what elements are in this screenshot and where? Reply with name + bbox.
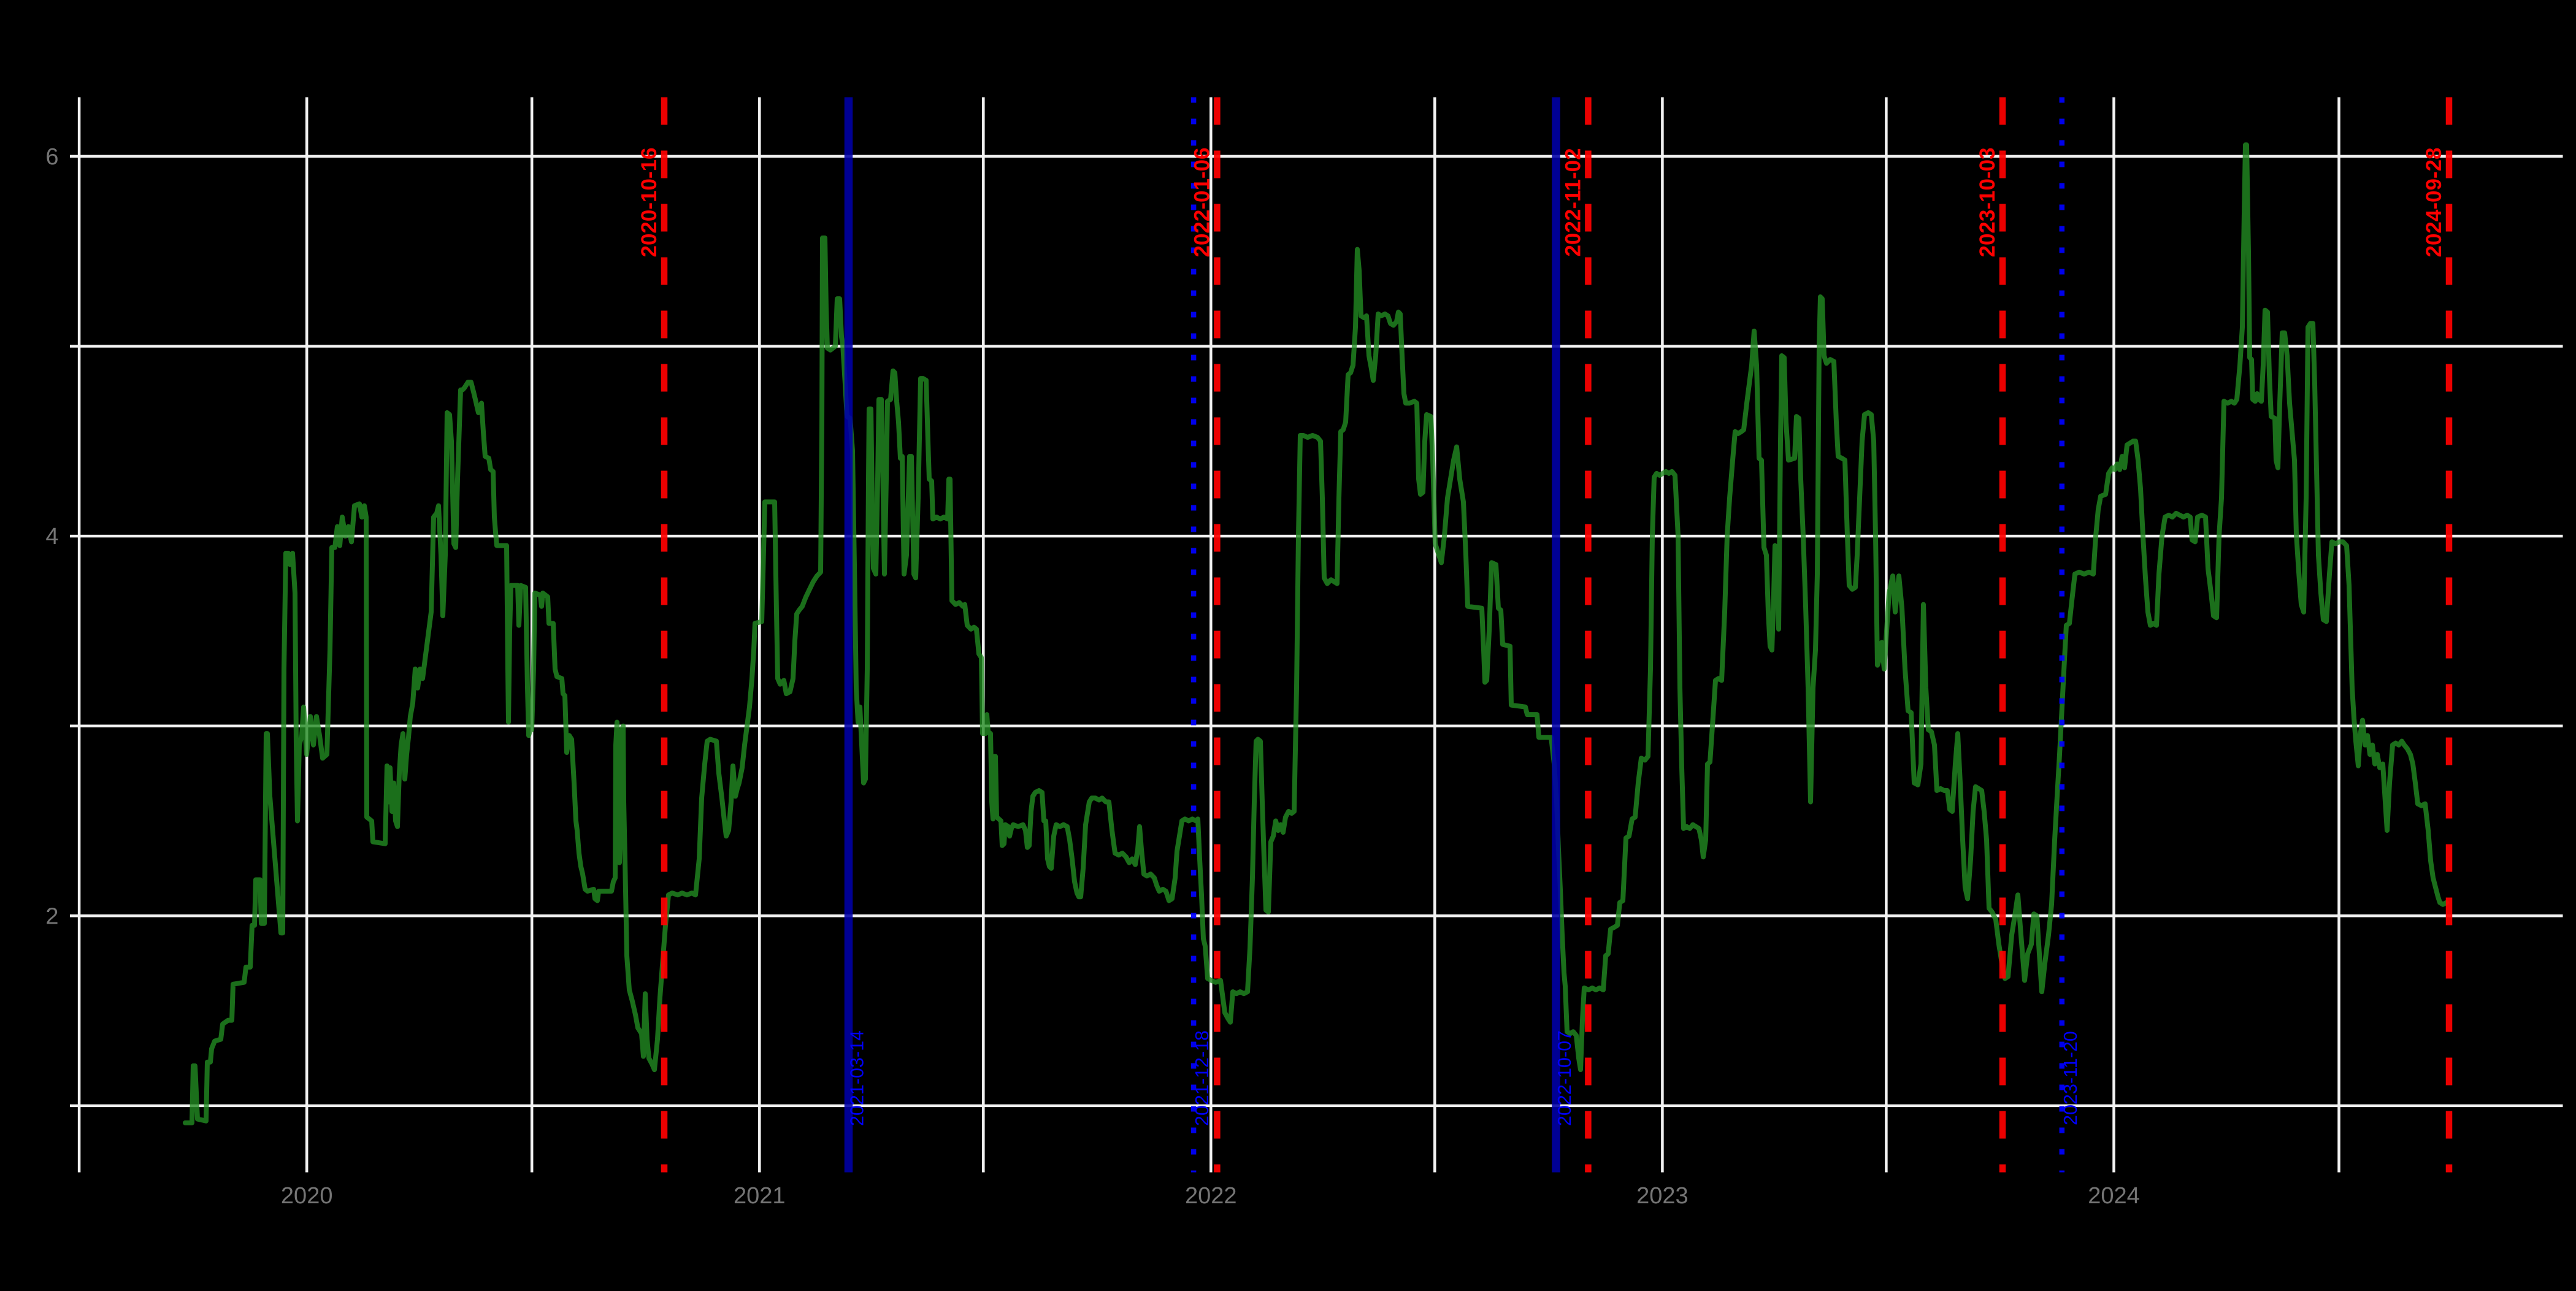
svg-text:2023-10-03: 2023-10-03	[1976, 147, 1999, 257]
svg-text:4: 4	[45, 524, 58, 550]
svg-text:2024-09-28: 2024-09-28	[2422, 147, 2446, 257]
svg-text:2021-03-14: 2021-03-14	[847, 1030, 868, 1126]
svg-text:2023: 2023	[1636, 1183, 1689, 1209]
svg-text:2: 2	[45, 903, 58, 929]
svg-text:2023-11-20: 2023-11-20	[2060, 1031, 2081, 1125]
svg-text:2022-01-06: 2022-01-06	[1190, 147, 1214, 257]
svg-text:6: 6	[45, 144, 58, 170]
svg-text:2021: 2021	[734, 1183, 786, 1209]
svg-text:2022: 2022	[1185, 1183, 1237, 1209]
svg-text:2020: 2020	[281, 1183, 333, 1209]
svg-text:2022-11-02: 2022-11-02	[1561, 148, 1585, 256]
svg-text:2022-10-07: 2022-10-07	[1554, 1030, 1575, 1126]
svg-text:2021-12-18: 2021-12-18	[1192, 1030, 1213, 1126]
svg-text:2024: 2024	[2088, 1183, 2140, 1209]
svg-text:2020-10-16: 2020-10-16	[637, 147, 661, 257]
